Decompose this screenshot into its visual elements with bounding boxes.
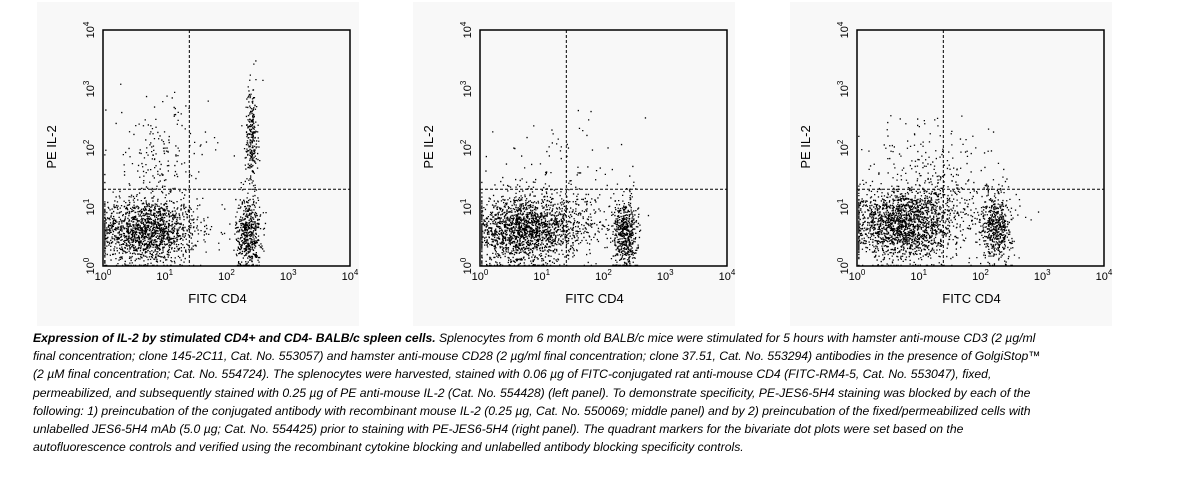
svg-text:104: 104 (836, 21, 851, 38)
y-tick-label: 104 (836, 21, 851, 38)
caption-title: Expression of IL-2 by stimulated CD4+ an… (33, 331, 436, 345)
x-tick-label: 101 (533, 268, 550, 283)
x-tick-label: 100 (472, 268, 489, 283)
x-axis-label: FITC CD4 (565, 291, 624, 306)
plot-frame (479, 29, 728, 267)
y-tick-label: 103 (82, 80, 97, 97)
x-tick-label: 102 (972, 268, 989, 283)
data-points (481, 109, 650, 267)
y-tick-label: 104 (82, 21, 97, 38)
x-tick-label: 102 (595, 268, 612, 283)
svg-text:102: 102 (82, 139, 97, 156)
cell-population-2 (605, 175, 642, 267)
y-tick-label: 102 (836, 139, 851, 156)
x-tick-label: 103 (657, 268, 674, 283)
cell-population-2 (229, 179, 267, 267)
x-tick-label: 101 (910, 268, 927, 283)
dot-cluster (858, 157, 987, 267)
y-tick-label: 104 (459, 21, 474, 38)
svg-text:104: 104 (82, 21, 97, 38)
y-tick-label: 101 (459, 198, 474, 215)
x-axis-label: FITC CD4 (942, 291, 1001, 306)
cell-population-4 (104, 83, 235, 244)
y-tick-label: 100 (82, 257, 97, 274)
data-points (104, 60, 267, 267)
dot-plot-right: 100 101 102 103 104 100 101 102 103 104 FITC CD4 PE… (798, 21, 1113, 306)
cell-population-3 (481, 178, 650, 265)
dot-cluster (481, 179, 610, 267)
x-tick-label: 100 (95, 268, 112, 283)
y-axis-label: PE IL-2 (798, 125, 813, 168)
x-tick-label: 103 (1034, 268, 1051, 283)
figure-caption: Expression of IL-2 by stimulated CD4+ an… (33, 329, 1043, 456)
dot-cluster (605, 175, 642, 267)
svg-text:102: 102 (459, 139, 474, 156)
y-tick-label: 100 (459, 257, 474, 274)
panel-background-middle (413, 2, 735, 326)
plot-frame (856, 29, 1105, 267)
y-tick-label: 103 (836, 80, 851, 97)
svg-text:104: 104 (459, 21, 474, 38)
svg-text:103: 103 (82, 80, 97, 97)
dot-plot-figure: 100 101 102 103 104 100 101 102 103 104 FITC CD4 PE… (44, 21, 1113, 306)
dot-cluster (229, 179, 267, 267)
panel-background-right (790, 2, 1112, 326)
data-points (858, 115, 1040, 267)
cell-population-3 (241, 60, 264, 208)
cell-population-2 (972, 168, 1021, 267)
dot-plot-left: 100 101 102 103 104 100 101 102 103 104 FITC CD4 PE… (44, 21, 359, 306)
y-tick-label: 103 (459, 80, 474, 97)
panel-background-left (37, 2, 359, 326)
x-tick-label: 100 (849, 268, 866, 283)
x-axis-label: FITC CD4 (188, 291, 247, 306)
dot-cluster (104, 173, 231, 267)
x-tick-label: 104 (1096, 268, 1113, 283)
x-tick-label: 104 (342, 268, 359, 283)
x-tick-label: 103 (280, 268, 297, 283)
svg-text:101: 101 (836, 198, 851, 215)
svg-text:102: 102 (836, 139, 851, 156)
svg-text:103: 103 (459, 80, 474, 97)
dot-plot-middle: 100 101 102 103 104 100 101 102 103 104 FITC CD4 PE… (421, 21, 736, 306)
cell-population-1 (481, 179, 610, 267)
y-tick-label: 102 (459, 139, 474, 156)
x-tick-label: 102 (218, 268, 235, 283)
cell-population-1 (858, 157, 987, 267)
svg-text:100: 100 (459, 257, 474, 274)
svg-text:101: 101 (459, 198, 474, 215)
dot-cluster (241, 60, 264, 208)
dot-cluster (481, 178, 650, 265)
svg-text:101: 101 (82, 198, 97, 215)
dot-cluster (972, 168, 1021, 267)
y-axis-label: PE IL-2 (44, 125, 59, 168)
y-tick-label: 102 (82, 139, 97, 156)
x-tick-label: 101 (156, 268, 173, 283)
y-tick-label: 101 (836, 198, 851, 215)
svg-text:100: 100 (836, 257, 851, 274)
y-axis-label: PE IL-2 (421, 125, 436, 168)
svg-text:103: 103 (836, 80, 851, 97)
dot-cluster (104, 83, 235, 244)
y-tick-label: 100 (836, 257, 851, 274)
y-tick-label: 101 (82, 198, 97, 215)
cell-population-1 (104, 173, 231, 267)
x-tick-label: 104 (719, 268, 736, 283)
svg-text:100: 100 (82, 257, 97, 274)
plot-frame (102, 29, 351, 267)
caption-body: Splenocytes from 6 month old BALB/c mice… (33, 331, 1041, 455)
